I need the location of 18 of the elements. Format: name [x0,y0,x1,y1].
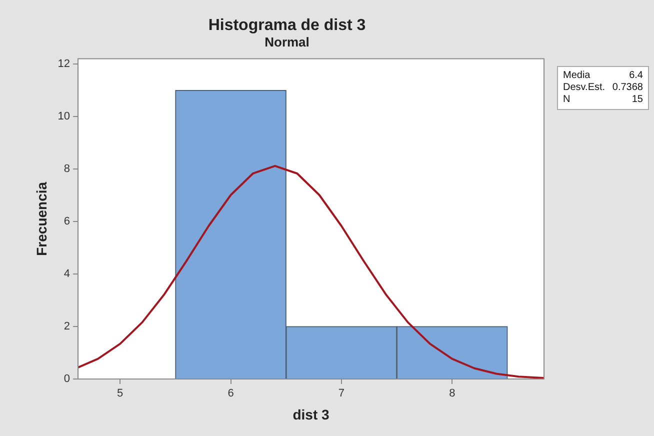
x-tick-label: 7 [338,388,345,400]
x-axis-title: dist 3 [292,406,330,422]
text: Desv.Est. 0.7368 [563,82,643,94]
y-axis-title: Frecuencia [33,182,50,256]
chart-title: Histograma de dist 3 [208,17,366,34]
chart-subtitle: Normal [264,34,310,50]
x-tick-label: 8 [449,388,456,400]
y-tick-label: 10 [58,110,70,123]
y-tick-label: 12 [58,58,70,70]
text: Media 6.4 [563,70,643,81]
x-tick-label: 5 [117,388,124,400]
x-tick-label: 6 [228,388,234,400]
y-tick-label: 2 [64,320,70,333]
text: N 15 [563,94,643,105]
y-tick-label: 6 [64,216,70,228]
y-tick-label: 8 [64,163,70,176]
y-tick-label: 4 [64,268,70,280]
y-tick-label: 0 [64,373,70,386]
